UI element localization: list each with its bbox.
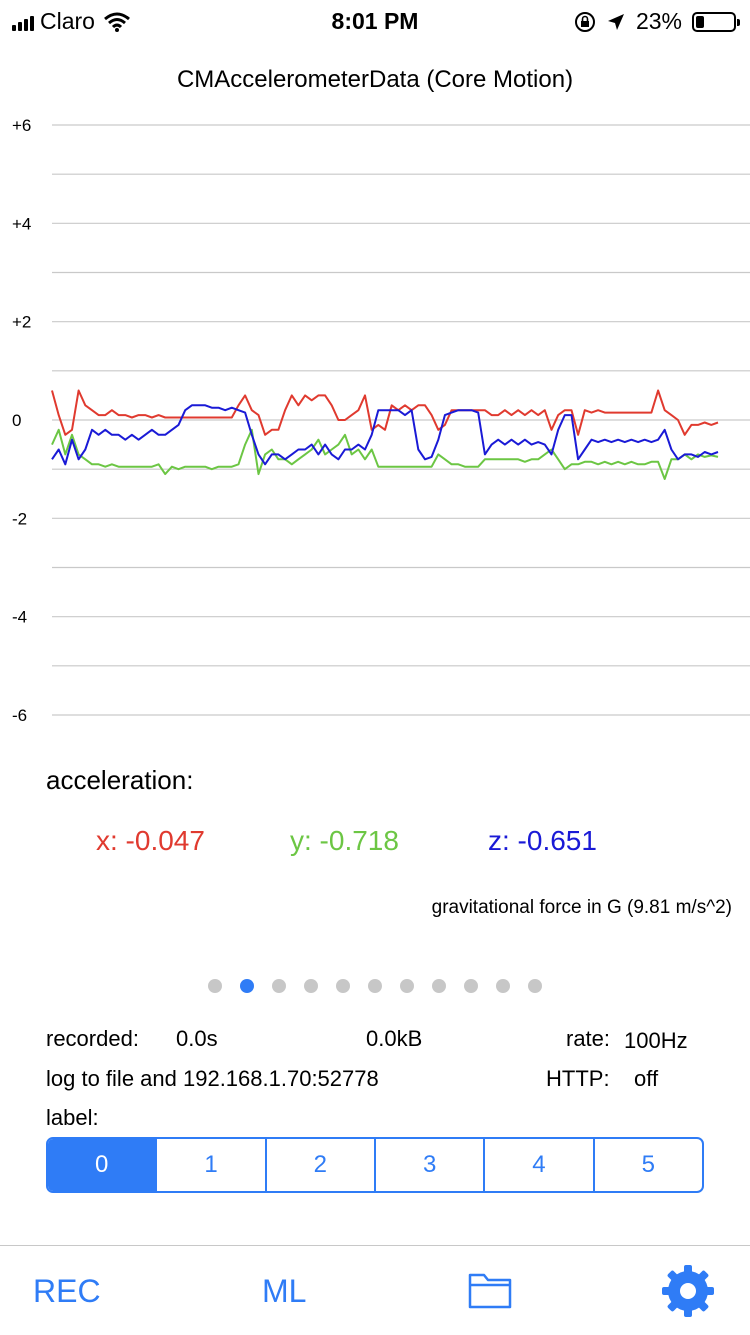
page-dot[interactable]: [496, 979, 510, 993]
status-time: 8:01 PM: [331, 8, 419, 34]
label-segment[interactable]: 5: [592, 1139, 702, 1191]
gear-icon[interactable]: [660, 1263, 716, 1319]
rate-label: rate:: [566, 1026, 611, 1051]
rate-value[interactable]: 100Hz: [624, 1028, 688, 1053]
series-line-x: [51, 389, 719, 436]
page-dot[interactable]: [304, 979, 318, 993]
signal-icon: [12, 13, 34, 31]
http-value[interactable]: off: [634, 1066, 659, 1091]
y-tick-label: -4: [12, 608, 27, 627]
battery-percent: 23%: [635, 8, 682, 34]
tab-bar: [0, 1245, 750, 1335]
status-bar: Claro 8:01 PM 23%: [0, 0, 750, 40]
label-segment[interactable]: 2: [264, 1139, 374, 1191]
label-segment[interactable]: 0: [48, 1139, 156, 1191]
battery-fill: [696, 15, 705, 28]
recorded-label: recorded:: [46, 1026, 139, 1051]
page-dot[interactable]: [208, 979, 222, 993]
label-segment[interactable]: 1: [155, 1139, 264, 1191]
label-segment[interactable]: 4: [483, 1139, 592, 1191]
rotation-lock-icon: [574, 11, 595, 32]
ml-button[interactable]: ML: [262, 1273, 307, 1309]
label-caption: label:: [46, 1105, 99, 1130]
page-dot[interactable]: [368, 979, 382, 993]
battery-icon: [692, 11, 740, 32]
y-tick-label: +2: [12, 313, 31, 332]
gravity-unit-note: gravitational force in G (9.81 m/s^2): [431, 897, 732, 918]
page-dot[interactable]: [432, 979, 446, 993]
acceleration-y-value: y: -0.718: [290, 825, 399, 856]
series-line-y: [51, 428, 719, 480]
page-dot[interactable]: [528, 979, 542, 993]
acceleration-z-value: z: -0.651: [488, 825, 597, 856]
page-dot[interactable]: [400, 979, 414, 993]
carrier-label: Claro: [40, 8, 95, 34]
page-dot[interactable]: [464, 979, 478, 993]
recorded-size: 0.0kB: [366, 1026, 423, 1051]
y-tick-label: +4: [12, 214, 31, 233]
label-segment[interactable]: 3: [373, 1139, 483, 1191]
location-icon: [607, 13, 624, 30]
page-dot[interactable]: [336, 979, 350, 993]
acceleration-label: acceleration:: [46, 765, 194, 795]
page-dot[interactable]: [272, 979, 286, 993]
accelerometer-chart: +6 +4 +2 0 -2 -4 -6: [12, 116, 750, 725]
wifi-icon: [104, 12, 130, 32]
chart-title: CMAccelerometerData (Core Motion): [176, 66, 574, 93]
page-dot[interactable]: [240, 979, 254, 993]
y-tick-label: 0: [12, 411, 21, 430]
status-left: Claro: [12, 8, 131, 35]
recorded-value: 0.0s: [176, 1026, 218, 1051]
log-target: log to file and 192.168.1.70:52778: [46, 1066, 379, 1091]
status-right: 23%: [574, 8, 740, 35]
y-tick-label: -2: [12, 509, 27, 528]
y-tick-label: +6: [12, 116, 31, 135]
series-line-z: [51, 404, 719, 466]
page-control[interactable]: [0, 979, 750, 993]
http-label: HTTP:: [546, 1066, 610, 1091]
folder-icon[interactable]: [468, 1271, 512, 1309]
rec-button[interactable]: REC: [33, 1273, 101, 1309]
acceleration-x-value: x: -0.047: [96, 825, 205, 856]
y-tick-label: -6: [12, 706, 27, 725]
